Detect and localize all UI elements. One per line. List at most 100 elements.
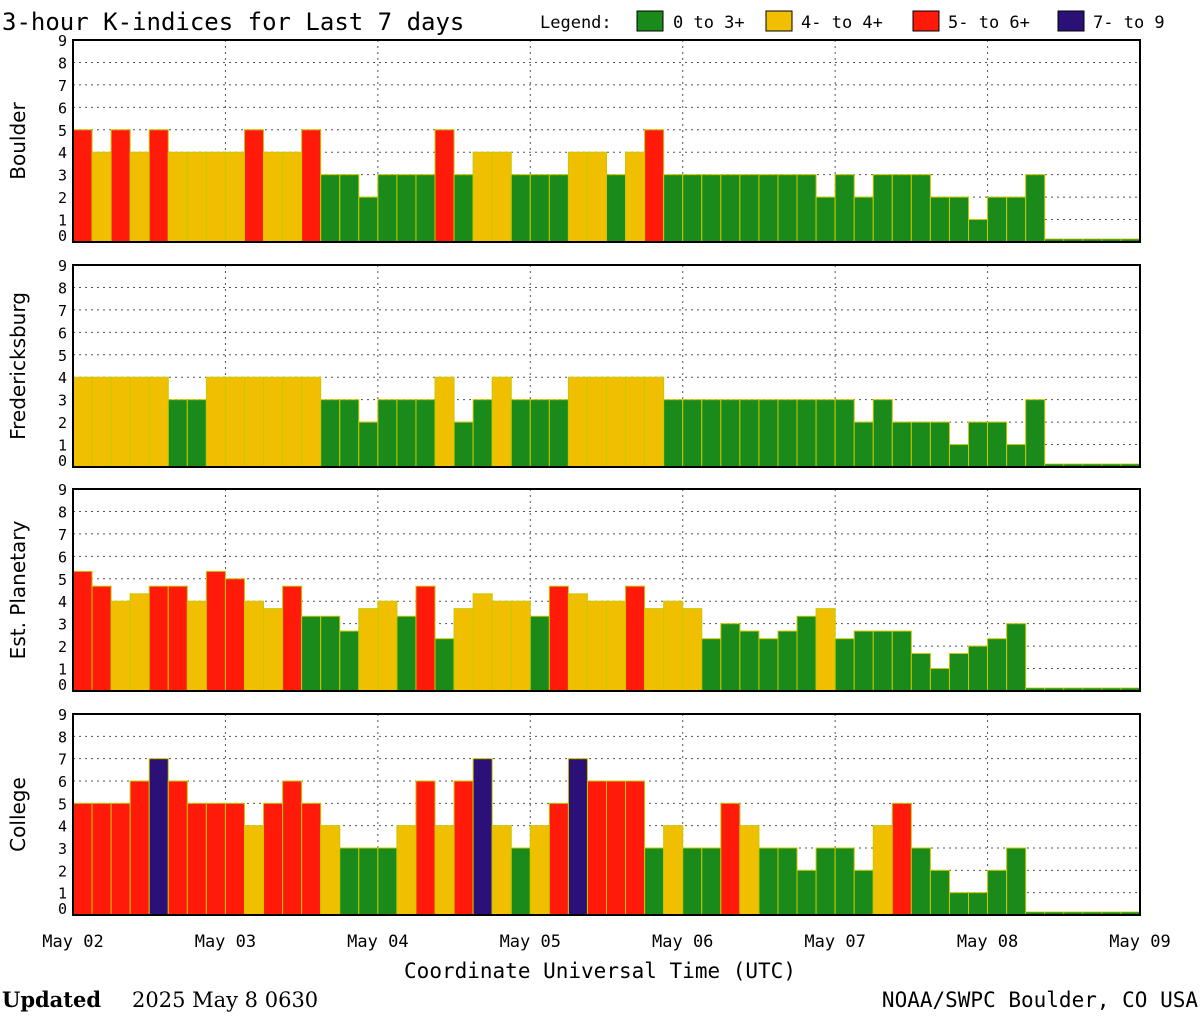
bar-boulder-6 [186,151,207,243]
bar-college-48 [987,869,1008,916]
bar-boulder-1 [91,151,112,243]
bar-est-planetary-29 [625,585,646,692]
bar-est-planetary-19 [434,638,455,692]
bar-est-planetary-16 [377,600,398,692]
bar-est-planetary-9 [243,600,265,692]
bar-boulder-43 [891,174,912,243]
bar-boulder-13 [320,174,341,243]
bar-fredericksburg-27 [586,376,607,468]
panel-college: 01 2 3 4 5 6 7 8 9 College [6,706,1141,918]
y-tick-label: 1 [58,885,67,903]
bar-boulder-37 [777,174,798,243]
legend-swatch-green [636,10,664,32]
bar-fredericksburg-5 [167,399,188,468]
chart-title: 3-hour K-indices for Last 7 days [2,8,464,36]
bar-college-4 [148,758,169,916]
bar-fredericksburg-14 [339,399,360,468]
bar-fredericksburg-17 [396,399,417,468]
bar-boulder-30 [644,129,665,243]
bar-fredericksburg-42 [872,399,893,468]
bar-est-planetary-8 [224,578,245,692]
bar-fredericksburg-32 [682,399,703,468]
bar-college-44 [910,847,931,916]
y-tick-label: 7 [58,526,67,544]
bar-est-planetary-12 [301,615,322,692]
x-tick-label: May 04 [347,932,408,952]
bar-college-10 [263,802,284,916]
bar-college-15 [358,847,379,916]
bar-est-planetary-46 [948,653,970,692]
bar-est-planetary-34 [720,623,741,692]
x-tick-label: May 03 [195,932,256,952]
bar-fredericksburg-50 [1025,399,1046,468]
bar-fredericksburg-11 [282,376,303,468]
legend-swatch-purple [1057,10,1085,32]
y-tick-label: 1 [58,661,67,679]
bar-boulder-25 [548,174,569,243]
y-tick-label: 4 [58,818,67,836]
bar-college-47 [968,892,989,916]
bar-boulder-18 [415,174,436,243]
bar-est-planetary-36 [758,638,779,692]
x-tick-label: May 09 [1109,932,1170,952]
bar-boulder-7 [205,151,226,243]
bar-fredericksburg-47 [968,421,989,468]
bar-boulder-50 [1025,174,1046,243]
bar-college-6 [186,802,207,916]
bar-est-planetary-4 [148,585,169,692]
legend-title: Legend: [540,13,612,33]
bar-est-planetary-7 [205,570,226,692]
bar-est-planetary-30 [644,608,665,692]
bar-boulder-15 [358,196,379,243]
bar-college-45 [929,869,950,916]
bar-fredericksburg-21 [472,399,493,468]
bar-est-planetary-47 [968,645,989,692]
bar-fredericksburg-39 [815,399,836,468]
bar-est-planetary-18 [415,585,436,692]
bar-college-34 [720,802,741,916]
x-tick-label: May 07 [804,932,865,952]
bar-fredericksburg-19 [434,376,455,468]
y-tick-label: 2 [58,638,67,656]
bar-est-planetary-10 [263,608,284,692]
bar-college-20 [453,780,474,916]
x-tick-label: May 08 [957,932,1018,952]
legend-swatch-yellow [765,10,793,32]
bar-fredericksburg-37 [777,399,798,468]
bar-fredericksburg-40 [834,399,855,468]
legend-label-yellow: 4- to 4+ [801,13,883,33]
bar-fredericksburg-28 [606,376,627,468]
y-tick-label: 5 [58,795,67,813]
y-tick-label: 5 [58,347,67,365]
y-tick-label: 0 [58,227,67,245]
bar-college-1 [91,802,112,916]
bar-boulder-34 [720,174,741,243]
bar-fredericksburg-22 [491,376,512,468]
y-tick-label: 3 [58,616,67,634]
bar-boulder-9 [243,129,265,243]
bar-fredericksburg-44 [910,421,931,468]
bar-fredericksburg-7 [205,376,226,468]
bar-college-16 [377,847,398,916]
y-tick-label: 9 [58,706,67,724]
bar-boulder-28 [606,174,627,243]
bar-boulder-17 [396,174,417,243]
panel-label-est-planetary: Est. Planetary [6,521,30,660]
y-tick-label: 0 [58,676,67,694]
bar-est-planetary-43 [891,630,912,692]
bar-est-planetary-39 [815,608,836,692]
bar-college-42 [872,825,893,916]
bar-boulder-11 [282,151,303,243]
bar-college-38 [796,869,817,916]
y-tick-label: 6 [58,548,67,566]
bar-est-planetary-22 [491,600,512,692]
bar-est-planetary-17 [396,615,417,692]
x-axis-label: Coordinate Universal Time (UTC) [404,959,796,983]
bar-est-planetary-0 [72,570,93,692]
updated-label: Updated [2,987,101,1012]
bar-boulder-21 [472,151,493,243]
bar-est-planetary-23 [510,600,531,692]
bar-college-35 [739,825,760,916]
bar-est-planetary-41 [853,630,874,692]
y-tick-label: 2 [58,189,67,207]
